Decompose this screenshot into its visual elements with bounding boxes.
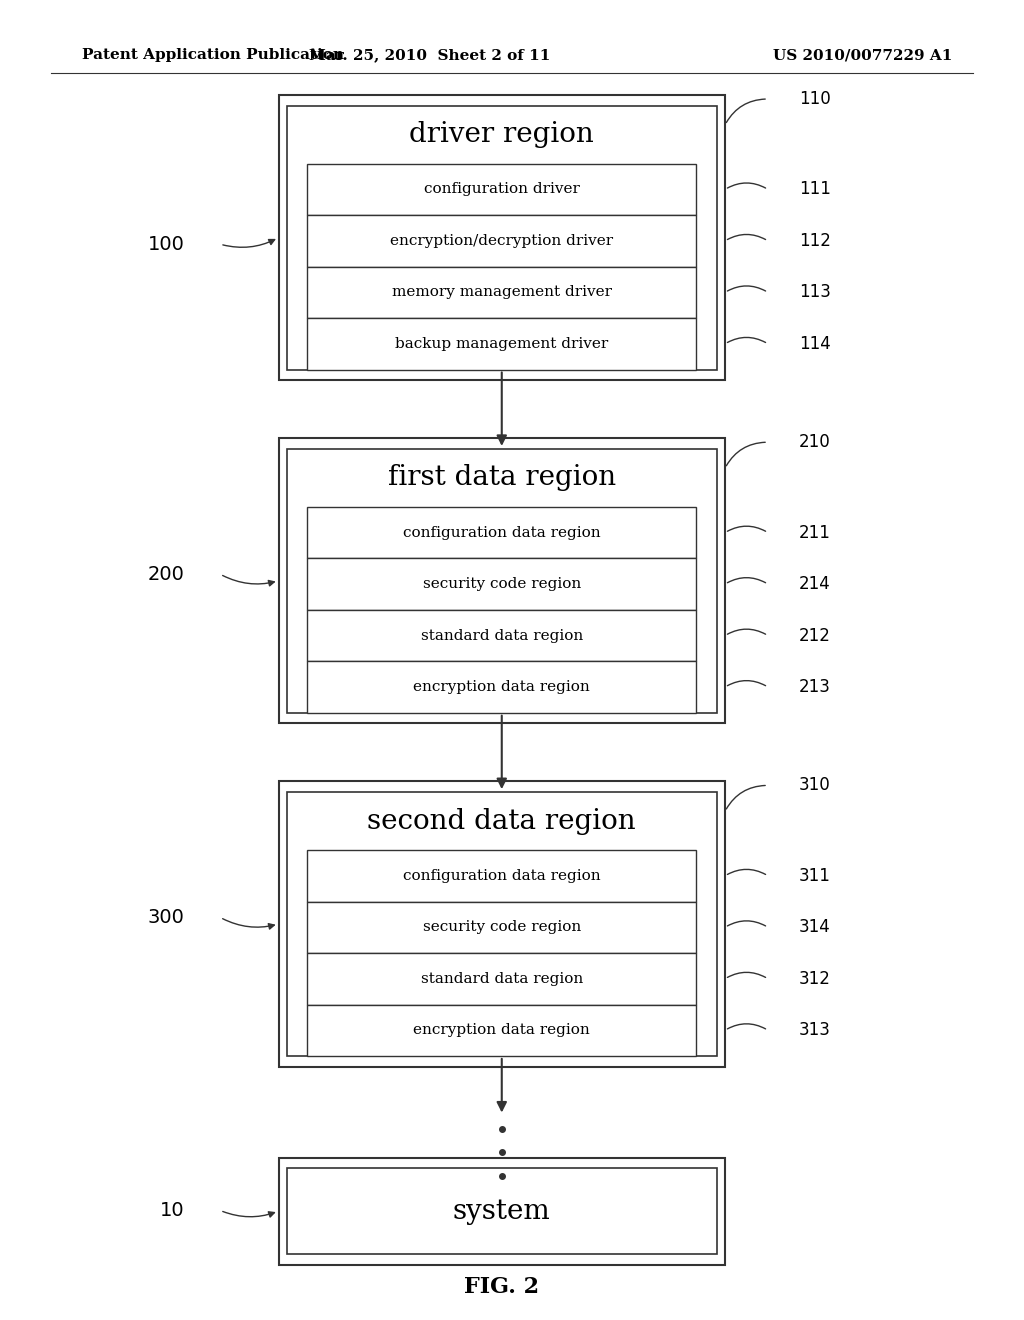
- FancyBboxPatch shape: [307, 318, 696, 370]
- Text: 300: 300: [147, 908, 184, 927]
- Text: configuration driver: configuration driver: [424, 182, 580, 197]
- Text: encryption/decryption driver: encryption/decryption driver: [390, 234, 613, 248]
- Text: 212: 212: [799, 627, 830, 644]
- Text: encryption data region: encryption data region: [414, 1023, 590, 1038]
- Text: security code region: security code region: [423, 920, 581, 935]
- FancyBboxPatch shape: [307, 610, 696, 661]
- Text: 100: 100: [147, 235, 184, 253]
- FancyBboxPatch shape: [307, 164, 696, 215]
- FancyBboxPatch shape: [279, 438, 725, 723]
- FancyBboxPatch shape: [307, 507, 696, 558]
- Text: standard data region: standard data region: [421, 628, 583, 643]
- Text: 110: 110: [799, 90, 830, 108]
- FancyBboxPatch shape: [307, 953, 696, 1005]
- Text: 211: 211: [799, 524, 830, 541]
- Text: 314: 314: [799, 919, 830, 936]
- Text: 113: 113: [799, 284, 830, 301]
- Text: backup management driver: backup management driver: [395, 337, 608, 351]
- FancyBboxPatch shape: [307, 1005, 696, 1056]
- FancyBboxPatch shape: [307, 215, 696, 267]
- FancyBboxPatch shape: [287, 449, 717, 713]
- FancyBboxPatch shape: [287, 106, 717, 370]
- FancyBboxPatch shape: [307, 902, 696, 953]
- Text: configuration data region: configuration data region: [403, 869, 600, 883]
- Text: standard data region: standard data region: [421, 972, 583, 986]
- Text: US 2010/0077229 A1: US 2010/0077229 A1: [773, 49, 952, 62]
- Text: 313: 313: [799, 1022, 830, 1039]
- Text: memory management driver: memory management driver: [392, 285, 611, 300]
- Text: 214: 214: [799, 576, 830, 593]
- Text: security code region: security code region: [423, 577, 581, 591]
- Text: 200: 200: [147, 565, 184, 583]
- Text: FIG. 2: FIG. 2: [464, 1276, 540, 1298]
- Text: 111: 111: [799, 181, 830, 198]
- Text: system: system: [453, 1197, 551, 1225]
- FancyBboxPatch shape: [307, 267, 696, 318]
- Text: 311: 311: [799, 867, 830, 884]
- FancyBboxPatch shape: [307, 558, 696, 610]
- Text: Patent Application Publication: Patent Application Publication: [82, 49, 344, 62]
- Text: 114: 114: [799, 335, 830, 352]
- FancyBboxPatch shape: [279, 95, 725, 380]
- Text: first data region: first data region: [388, 465, 615, 491]
- Text: 213: 213: [799, 678, 830, 696]
- Text: second data region: second data region: [368, 808, 636, 834]
- FancyBboxPatch shape: [307, 661, 696, 713]
- Text: Mar. 25, 2010  Sheet 2 of 11: Mar. 25, 2010 Sheet 2 of 11: [309, 49, 551, 62]
- Text: driver region: driver region: [410, 121, 594, 148]
- FancyBboxPatch shape: [287, 792, 717, 1056]
- Text: 210: 210: [799, 433, 830, 451]
- Text: 312: 312: [799, 970, 830, 987]
- FancyBboxPatch shape: [279, 1158, 725, 1265]
- Text: configuration data region: configuration data region: [403, 525, 600, 540]
- Text: 10: 10: [160, 1201, 184, 1220]
- FancyBboxPatch shape: [287, 1168, 717, 1254]
- FancyBboxPatch shape: [307, 850, 696, 902]
- Text: encryption data region: encryption data region: [414, 680, 590, 694]
- Text: 310: 310: [799, 776, 830, 795]
- Text: 112: 112: [799, 232, 830, 249]
- FancyBboxPatch shape: [279, 781, 725, 1067]
